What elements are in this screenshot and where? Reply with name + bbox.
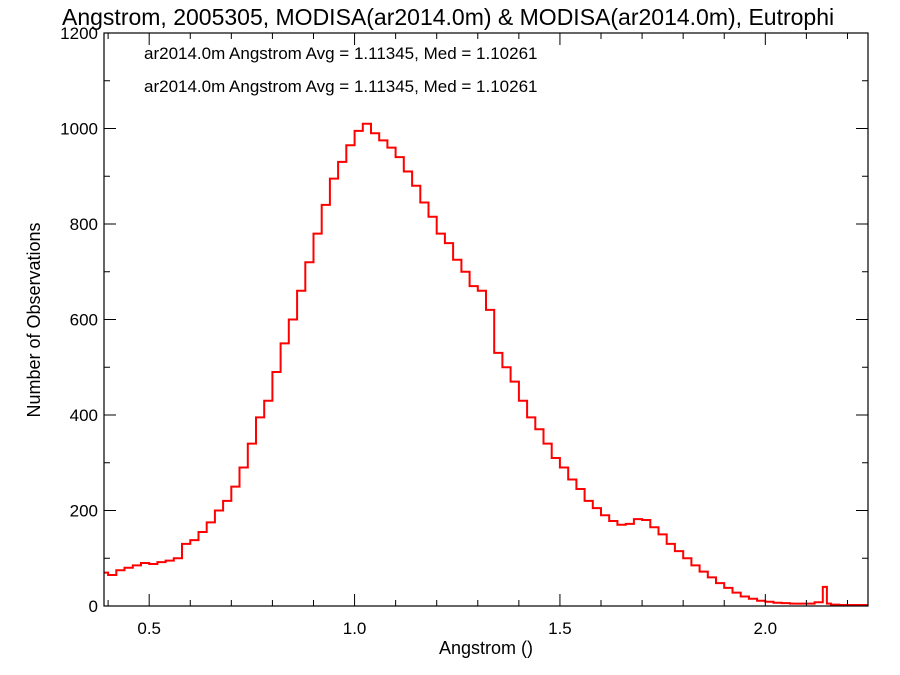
x-tick-label: 1.5 <box>548 619 572 638</box>
y-tick-label: 600 <box>70 311 98 330</box>
y-tick-label: 200 <box>70 502 98 521</box>
y-tick-label: 400 <box>70 406 98 425</box>
x-tick-label: 0.5 <box>137 619 161 638</box>
y-tick-label: 800 <box>70 215 98 234</box>
plot-layer <box>104 122 868 606</box>
histogram-series-1 <box>104 122 868 606</box>
x-axis-label: Angstrom () <box>439 638 533 658</box>
axes-layer: 0.5 1.0 1.5 2.0 0 200 400 600 800 1000 1200 <box>60 24 869 638</box>
y-tick-label: 0 <box>89 597 98 616</box>
legend-entry-1: ar2014.0m Angstrom Avg = 1.11345, Med = … <box>144 44 537 63</box>
x-tick-label: 1.0 <box>343 619 367 638</box>
y-tick-label: 1200 <box>60 24 98 43</box>
y-tick-label: 1000 <box>60 120 98 139</box>
chart-title: Angstrom, 2005305, MODISA(ar2014.0m) & M… <box>62 4 834 30</box>
y-axis-label: Number of Observations <box>24 222 44 417</box>
legend-entry-2: ar2014.0m Angstrom Avg = 1.11345, Med = … <box>144 77 537 96</box>
x-tick-label: 2.0 <box>753 619 777 638</box>
